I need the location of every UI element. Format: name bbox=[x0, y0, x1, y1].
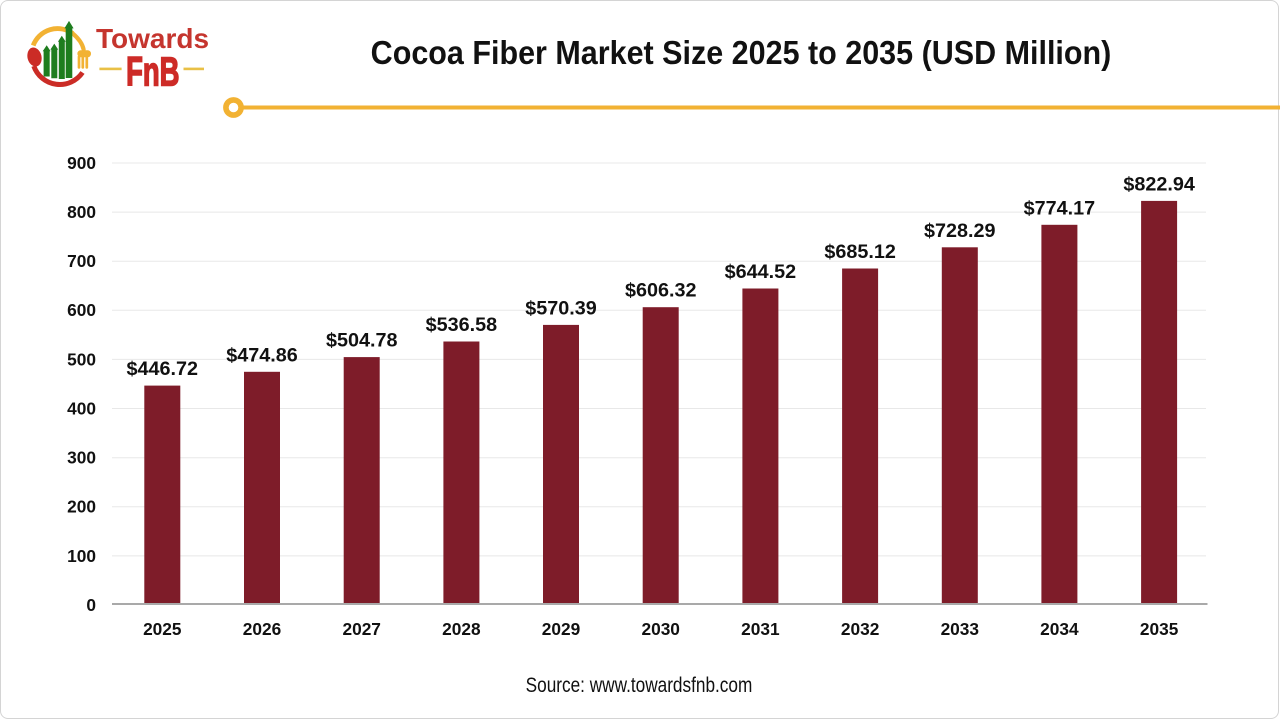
svg-text:2028: 2028 bbox=[442, 619, 481, 639]
svg-text:$774.17: $774.17 bbox=[1024, 197, 1096, 219]
svg-text:2031: 2031 bbox=[741, 619, 780, 639]
svg-text:900: 900 bbox=[67, 153, 96, 173]
svg-text:200: 200 bbox=[67, 497, 96, 517]
svg-text:2026: 2026 bbox=[243, 619, 281, 639]
svg-text:$728.29: $728.29 bbox=[924, 220, 996, 242]
svg-text:300: 300 bbox=[67, 448, 96, 468]
svg-text:700: 700 bbox=[67, 251, 96, 271]
svg-text:$644.52: $644.52 bbox=[725, 261, 797, 283]
svg-text:2035: 2035 bbox=[1140, 619, 1179, 639]
svg-text:2034: 2034 bbox=[1040, 619, 1079, 639]
svg-text:2029: 2029 bbox=[542, 619, 580, 639]
svg-text:400: 400 bbox=[67, 398, 96, 418]
svg-text:0: 0 bbox=[86, 595, 96, 615]
svg-text:500: 500 bbox=[67, 349, 96, 369]
svg-text:Source: www.towardsfnb.com: Source: www.towardsfnb.com bbox=[526, 675, 753, 698]
svg-text:$822.94: $822.94 bbox=[1123, 173, 1195, 195]
svg-text:2033: 2033 bbox=[941, 619, 979, 639]
svg-text:2030: 2030 bbox=[641, 619, 679, 639]
svg-text:$685.12: $685.12 bbox=[824, 241, 896, 263]
svg-text:2032: 2032 bbox=[841, 619, 879, 639]
svg-text:600: 600 bbox=[67, 300, 96, 320]
svg-text:2027: 2027 bbox=[342, 619, 380, 639]
svg-text:Towards: Towards bbox=[96, 23, 209, 54]
svg-text:2025: 2025 bbox=[143, 619, 182, 639]
svg-text:$474.86: $474.86 bbox=[226, 344, 298, 366]
svg-text:$446.72: $446.72 bbox=[127, 358, 199, 380]
svg-text:$570.39: $570.39 bbox=[525, 297, 597, 319]
svg-text:800: 800 bbox=[67, 202, 96, 222]
svg-text:$606.32: $606.32 bbox=[625, 280, 697, 302]
svg-text:FnB: FnB bbox=[126, 49, 179, 95]
svg-text:$504.78: $504.78 bbox=[326, 330, 398, 352]
svg-text:100: 100 bbox=[67, 546, 96, 566]
svg-text:$536.58: $536.58 bbox=[426, 314, 498, 336]
